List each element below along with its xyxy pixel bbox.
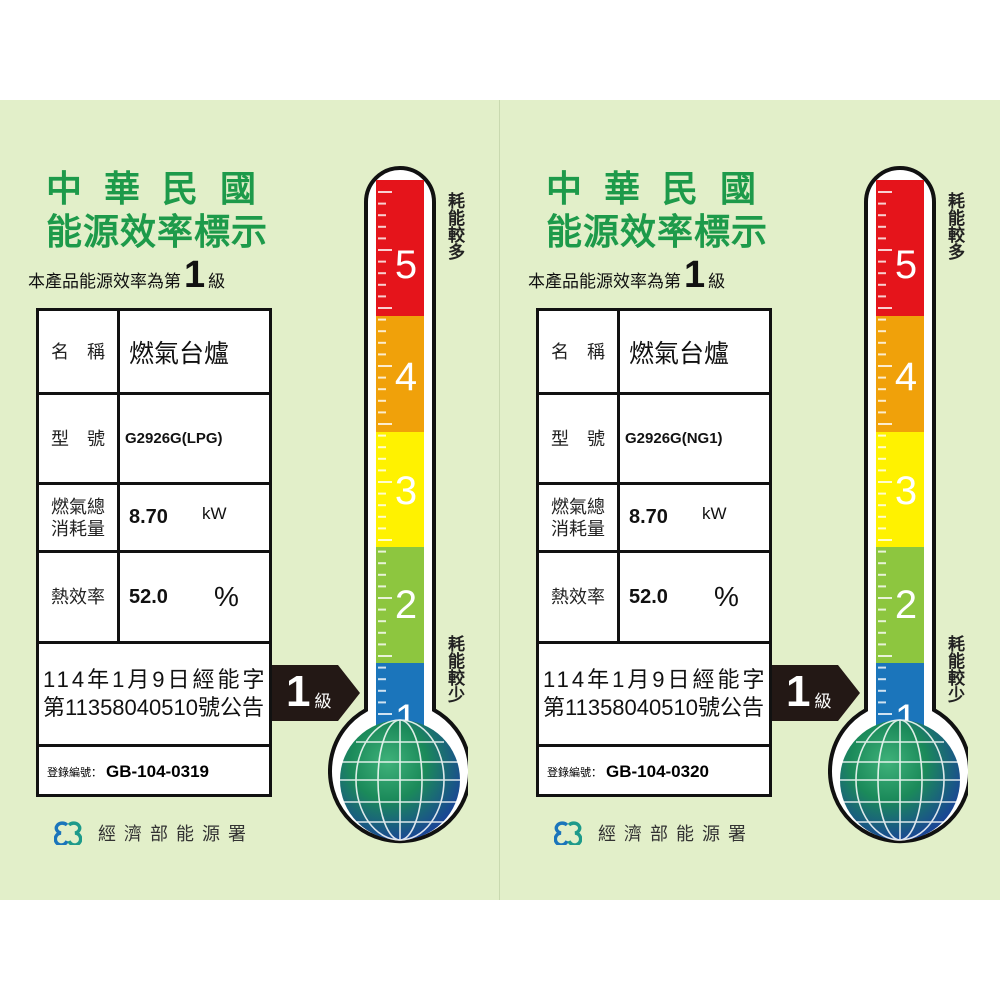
- agency-name: 經濟部能源署: [598, 824, 754, 844]
- announce-line1: 114年1月9日經能字: [543, 667, 768, 692]
- model-label: 型 號: [39, 395, 120, 482]
- efficiency-value: 52.0: [629, 585, 668, 608]
- scale-number-2: 2: [395, 583, 417, 627]
- row-model: 型 號 G2926G(NG1): [539, 395, 769, 485]
- model-label: 型 號: [539, 395, 620, 482]
- grade-arrow: [272, 665, 360, 721]
- name-value: 燃氣台爐: [629, 339, 730, 368]
- thermometer: 5 4 3 2 1: [328, 166, 468, 844]
- spec-table: 名 稱 燃氣台爐 型 號 G2926G(LPG) 燃氣總消耗量 8.70 kW …: [36, 308, 272, 797]
- efficiency-value: 52.0: [129, 585, 168, 608]
- arrow-grade-suffix: 級: [814, 692, 832, 711]
- reg-label: 登錄編號：: [47, 767, 102, 779]
- agency-footer: 經濟部能源署: [554, 820, 754, 846]
- scale-number-5: 5: [895, 243, 917, 287]
- label-title-line1: 中華民國: [46, 168, 279, 209]
- row-registration: 登錄編號： GB-104-0320: [539, 747, 769, 797]
- announce-line2: 第11358040510號公告: [543, 695, 764, 720]
- scale-number-4: 4: [895, 355, 917, 399]
- scale-number-3: 3: [895, 469, 917, 513]
- row-registration: 登錄編號： GB-104-0319: [39, 747, 269, 797]
- reg-value: GB-104-0319: [106, 762, 210, 781]
- row-consumption: 燃氣總消耗量 8.70 kW: [539, 485, 769, 553]
- scale-bottom-label: 耗能較少: [945, 635, 964, 703]
- agency-footer: 經濟部能源署: [54, 820, 254, 846]
- arrow-grade-number: 1: [786, 667, 811, 716]
- grade-statement: 本產品能源效率為第 1 級: [28, 254, 226, 296]
- consumption-cell: 8.70 kW: [123, 485, 269, 550]
- efficiency-cell: 52.0 %: [123, 553, 269, 641]
- reg-label: 登錄編號：: [547, 767, 602, 779]
- model-value: G2926G(LPG): [125, 430, 223, 447]
- row-name: 名 稱 燃氣台爐: [39, 311, 269, 395]
- model-value: G2926G(NG1): [625, 430, 723, 447]
- grade-statement: 本產品能源效率為第 1 級: [528, 254, 726, 296]
- row-announcement: 114年1月9日經能字 第11358040510號公告: [39, 644, 269, 747]
- consumption-cell: 8.70 kW: [623, 485, 769, 550]
- row-model: 型 號 G2926G(LPG): [39, 395, 269, 485]
- row-efficiency: 熱效率 52.0 %: [539, 553, 769, 644]
- name-value: 燃氣台爐: [129, 339, 230, 368]
- grade-prefix: 本產品能源效率為第: [528, 272, 681, 291]
- efficiency-label: 熱效率: [539, 553, 620, 641]
- scale-number-4: 4: [395, 355, 417, 399]
- efficiency-unit: %: [213, 581, 239, 612]
- grade-prefix: 本產品能源效率為第: [28, 272, 181, 291]
- consumption-unit: kW: [201, 503, 227, 523]
- energy-label-ng1: 中華民國 能源效率標示 本產品能源效率為第 1 級 名 稱 燃氣台爐 型 號 G…: [500, 100, 1000, 900]
- announce-line2: 第11358040510號公告: [43, 695, 264, 720]
- grade-number: 1: [184, 254, 206, 296]
- consumption-label: 燃氣總消耗量: [539, 485, 620, 550]
- efficiency-cell: 52.0 %: [623, 553, 769, 641]
- scale-number-5: 5: [395, 243, 417, 287]
- agency-logo-icon: [54, 821, 82, 845]
- row-name: 名 稱 燃氣台爐: [539, 311, 769, 395]
- consumption-label: 燃氣總消耗量: [39, 485, 120, 550]
- label-title-line2: 能源效率標示: [546, 211, 769, 252]
- consumption-value: 8.70: [129, 506, 168, 528]
- scale-number-2: 2: [895, 583, 917, 627]
- row-announcement: 114年1月9日經能字 第11358040510號公告: [539, 644, 769, 747]
- grade-number: 1: [684, 254, 706, 296]
- globe-icon: [340, 719, 460, 841]
- name-label: 名 稱: [39, 311, 120, 392]
- arrow-grade: 1 級: [786, 668, 831, 716]
- row-consumption: 燃氣總消耗量 8.70 kW: [39, 485, 269, 553]
- scale-number-3: 3: [395, 469, 417, 513]
- announce-line1: 114年1月9日經能字: [43, 667, 268, 692]
- efficiency-unit: %: [713, 581, 739, 612]
- arrow-grade-number: 1: [286, 667, 311, 716]
- consumption-value: 8.70: [629, 506, 668, 528]
- globe-icon: [840, 719, 960, 841]
- label-title-line2: 能源效率標示: [46, 211, 269, 252]
- spec-table: 名 稱 燃氣台爐 型 號 G2926G(NG1) 燃氣總消耗量 8.70 kW …: [536, 308, 772, 797]
- grade-suffix: 級: [708, 272, 726, 291]
- grade-arrow: [772, 665, 860, 721]
- scale-top-label: 耗能較多: [445, 192, 464, 260]
- consumption-unit: kW: [701, 503, 727, 523]
- scale-bottom-label: 耗能較少: [445, 635, 464, 703]
- reg-value: GB-104-0320: [606, 762, 710, 781]
- row-efficiency: 熱效率 52.0 %: [39, 553, 269, 644]
- grade-suffix: 級: [208, 272, 226, 291]
- efficiency-label: 熱效率: [39, 553, 120, 641]
- energy-label-lpg: 中華民國 能源效率標示 本產品能源效率為第 1 級 名 稱 燃氣台爐 型 號 G…: [0, 100, 500, 900]
- arrow-grade: 1 級: [286, 668, 331, 716]
- agency-logo-icon: [554, 821, 582, 845]
- arrow-grade-suffix: 級: [314, 692, 332, 711]
- scale-top-label: 耗能較多: [945, 192, 964, 260]
- label-title-line1: 中華民國: [546, 168, 779, 209]
- agency-name: 經濟部能源署: [98, 824, 254, 844]
- name-label: 名 稱: [539, 311, 620, 392]
- thermometer: 5 4 3 2 1: [828, 166, 968, 844]
